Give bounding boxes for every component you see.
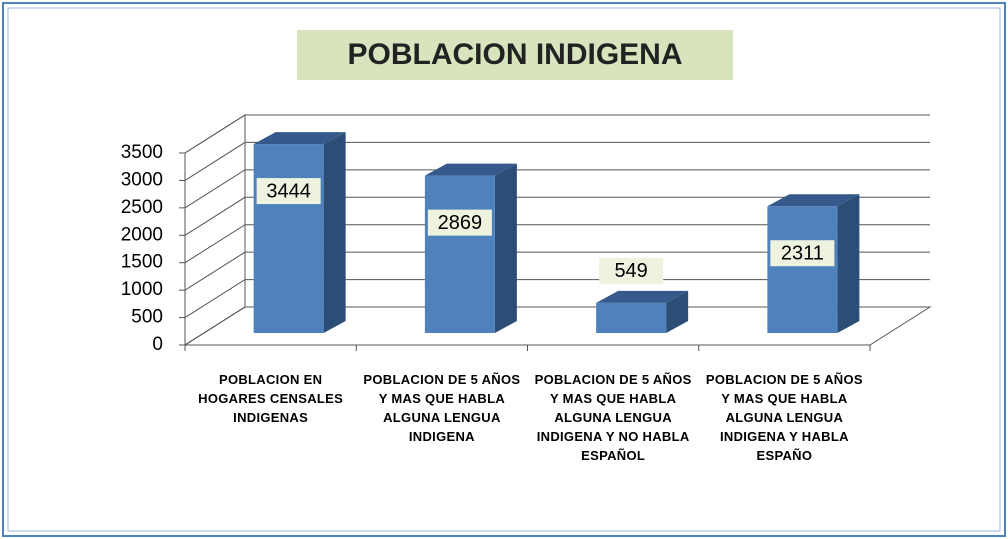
title-box <box>297 30 733 80</box>
bar <box>767 206 838 333</box>
y-tick-label: 500 <box>131 307 163 328</box>
y-tick-label: 1500 <box>121 252 163 273</box>
bar-top <box>424 163 517 176</box>
grid-line <box>184 306 930 346</box>
data-label-box <box>770 240 835 267</box>
grid-line <box>184 224 930 264</box>
x-tick-label: POBLACION DE 5 AÑOS Y MAS QUE HABLA ALGU… <box>705 372 863 463</box>
bar-side <box>837 194 860 333</box>
bar <box>596 302 667 333</box>
bar <box>253 144 324 333</box>
x-tick-label: POBLACION DE 5 AÑOS Y MAS QUE HABLA ALGU… <box>363 372 521 444</box>
y-tick-label: 2500 <box>121 197 163 218</box>
data-label-box <box>427 209 492 236</box>
bar-top <box>767 194 860 207</box>
y-tick-label: 3000 <box>121 169 163 190</box>
grid-line <box>184 114 930 154</box>
bar-side <box>323 132 346 333</box>
grid-line <box>184 196 930 236</box>
y-tick-label: 2000 <box>121 224 163 245</box>
bar <box>424 175 495 333</box>
y-tick-label: 1000 <box>121 279 163 300</box>
bar-top <box>253 132 346 145</box>
data-label: 3444 <box>266 180 311 202</box>
chart-title: POBLACION INDIGENA <box>347 38 682 71</box>
grid-line <box>184 279 930 318</box>
grid-line <box>184 251 930 291</box>
grid-line <box>184 141 930 181</box>
grid-line <box>184 169 930 209</box>
data-label: 2869 <box>438 212 483 234</box>
data-label: 2311 <box>781 243 824 265</box>
bar-top <box>596 290 689 303</box>
frame-inner <box>7 7 1001 532</box>
y-tick-label: 0 <box>152 334 163 355</box>
data-label-box <box>256 178 321 205</box>
x-tick-label: POBLACION DE 5 AÑOS Y MAS QUE HABLA ALGU… <box>534 372 692 463</box>
bar-side <box>494 163 517 333</box>
y-tick-label: 3500 <box>121 142 163 163</box>
data-label: 549 <box>614 260 647 282</box>
x-tick-label: POBLACION EN HOGARES CENSALES INDIGENAS <box>198 372 344 425</box>
bar-side <box>666 290 689 333</box>
data-label-box <box>599 257 664 284</box>
